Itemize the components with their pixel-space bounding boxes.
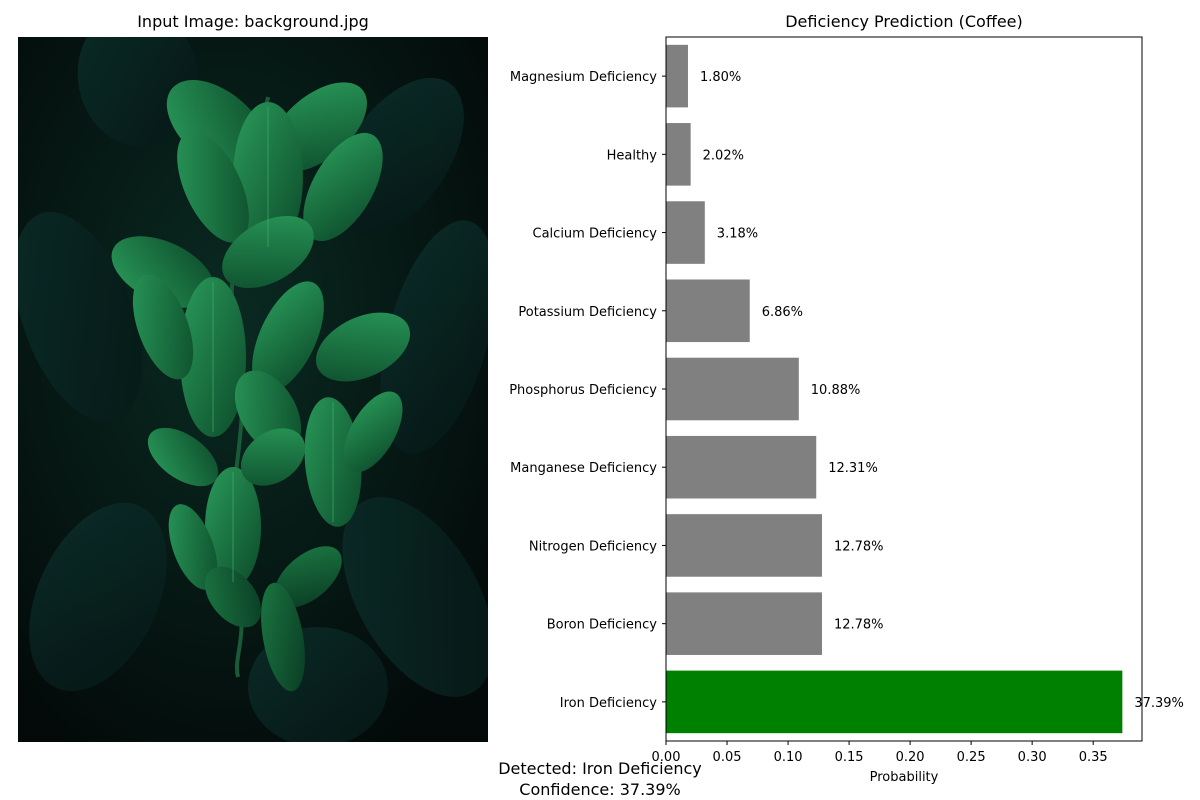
bar-value-label: 2.02% (703, 148, 744, 163)
bar-nitrogen-deficiency (666, 514, 822, 577)
y-tick-label: Boron Deficiency (547, 618, 658, 633)
bar-healthy (666, 123, 691, 186)
leaf-photo-image (18, 37, 488, 742)
bar-value-label: 37.39% (1134, 696, 1184, 711)
bar-value-label: 1.80% (700, 70, 741, 85)
y-tick-label: Potassium Deficiency (518, 305, 657, 320)
chart-title: Deficiency Prediction (Coffee) (785, 12, 1023, 31)
detected-result: Detected: Iron Deficiency (498, 759, 702, 778)
y-tick-label: Iron Deficiency (560, 696, 658, 711)
x-tick-label: 0.15 (835, 750, 864, 765)
bar-potassium-deficiency (666, 279, 750, 343)
bar-value-label: 3.18% (717, 227, 758, 242)
x-tick-label: 0.35 (1079, 750, 1108, 765)
bar-value-label: 12.78% (834, 618, 884, 633)
bar-manganese-deficiency (666, 435, 817, 499)
bar-value-label: 10.88% (811, 383, 861, 398)
x-tick-label: 0.25 (957, 750, 986, 765)
confidence-result: Confidence: 37.39% (519, 780, 681, 799)
y-tick-label: Calcium Deficiency (533, 227, 658, 242)
bar-calcium-deficiency (666, 201, 705, 264)
input-image (18, 37, 488, 742)
x-axis-label: Probability (870, 770, 939, 785)
bar-iron-deficiency (666, 670, 1123, 734)
x-tick-label: 0.30 (1018, 750, 1047, 765)
x-tick-label: 0.10 (774, 750, 803, 765)
x-tick-label: 0.05 (713, 750, 742, 765)
y-tick-label: Manganese Deficiency (510, 461, 657, 476)
x-tick-label: 0.00 (652, 750, 681, 765)
y-tick-label: Magnesium Deficiency (510, 70, 657, 85)
image-title: Input Image: background.jpg (137, 12, 369, 31)
y-tick-label: Healthy (607, 148, 658, 163)
bar-phosphorus-deficiency (666, 357, 799, 421)
y-tick-label: Nitrogen Deficiency (529, 539, 657, 554)
bar-magnesium-deficiency (666, 44, 688, 108)
bar-value-label: 6.86% (762, 305, 803, 320)
bar-value-label: 12.78% (834, 539, 884, 554)
bar-boron-deficiency (666, 592, 822, 655)
x-tick-label: 0.20 (896, 750, 925, 765)
bar-value-label: 12.31% (828, 461, 878, 476)
y-tick-label: Phosphorus Deficiency (509, 383, 657, 398)
